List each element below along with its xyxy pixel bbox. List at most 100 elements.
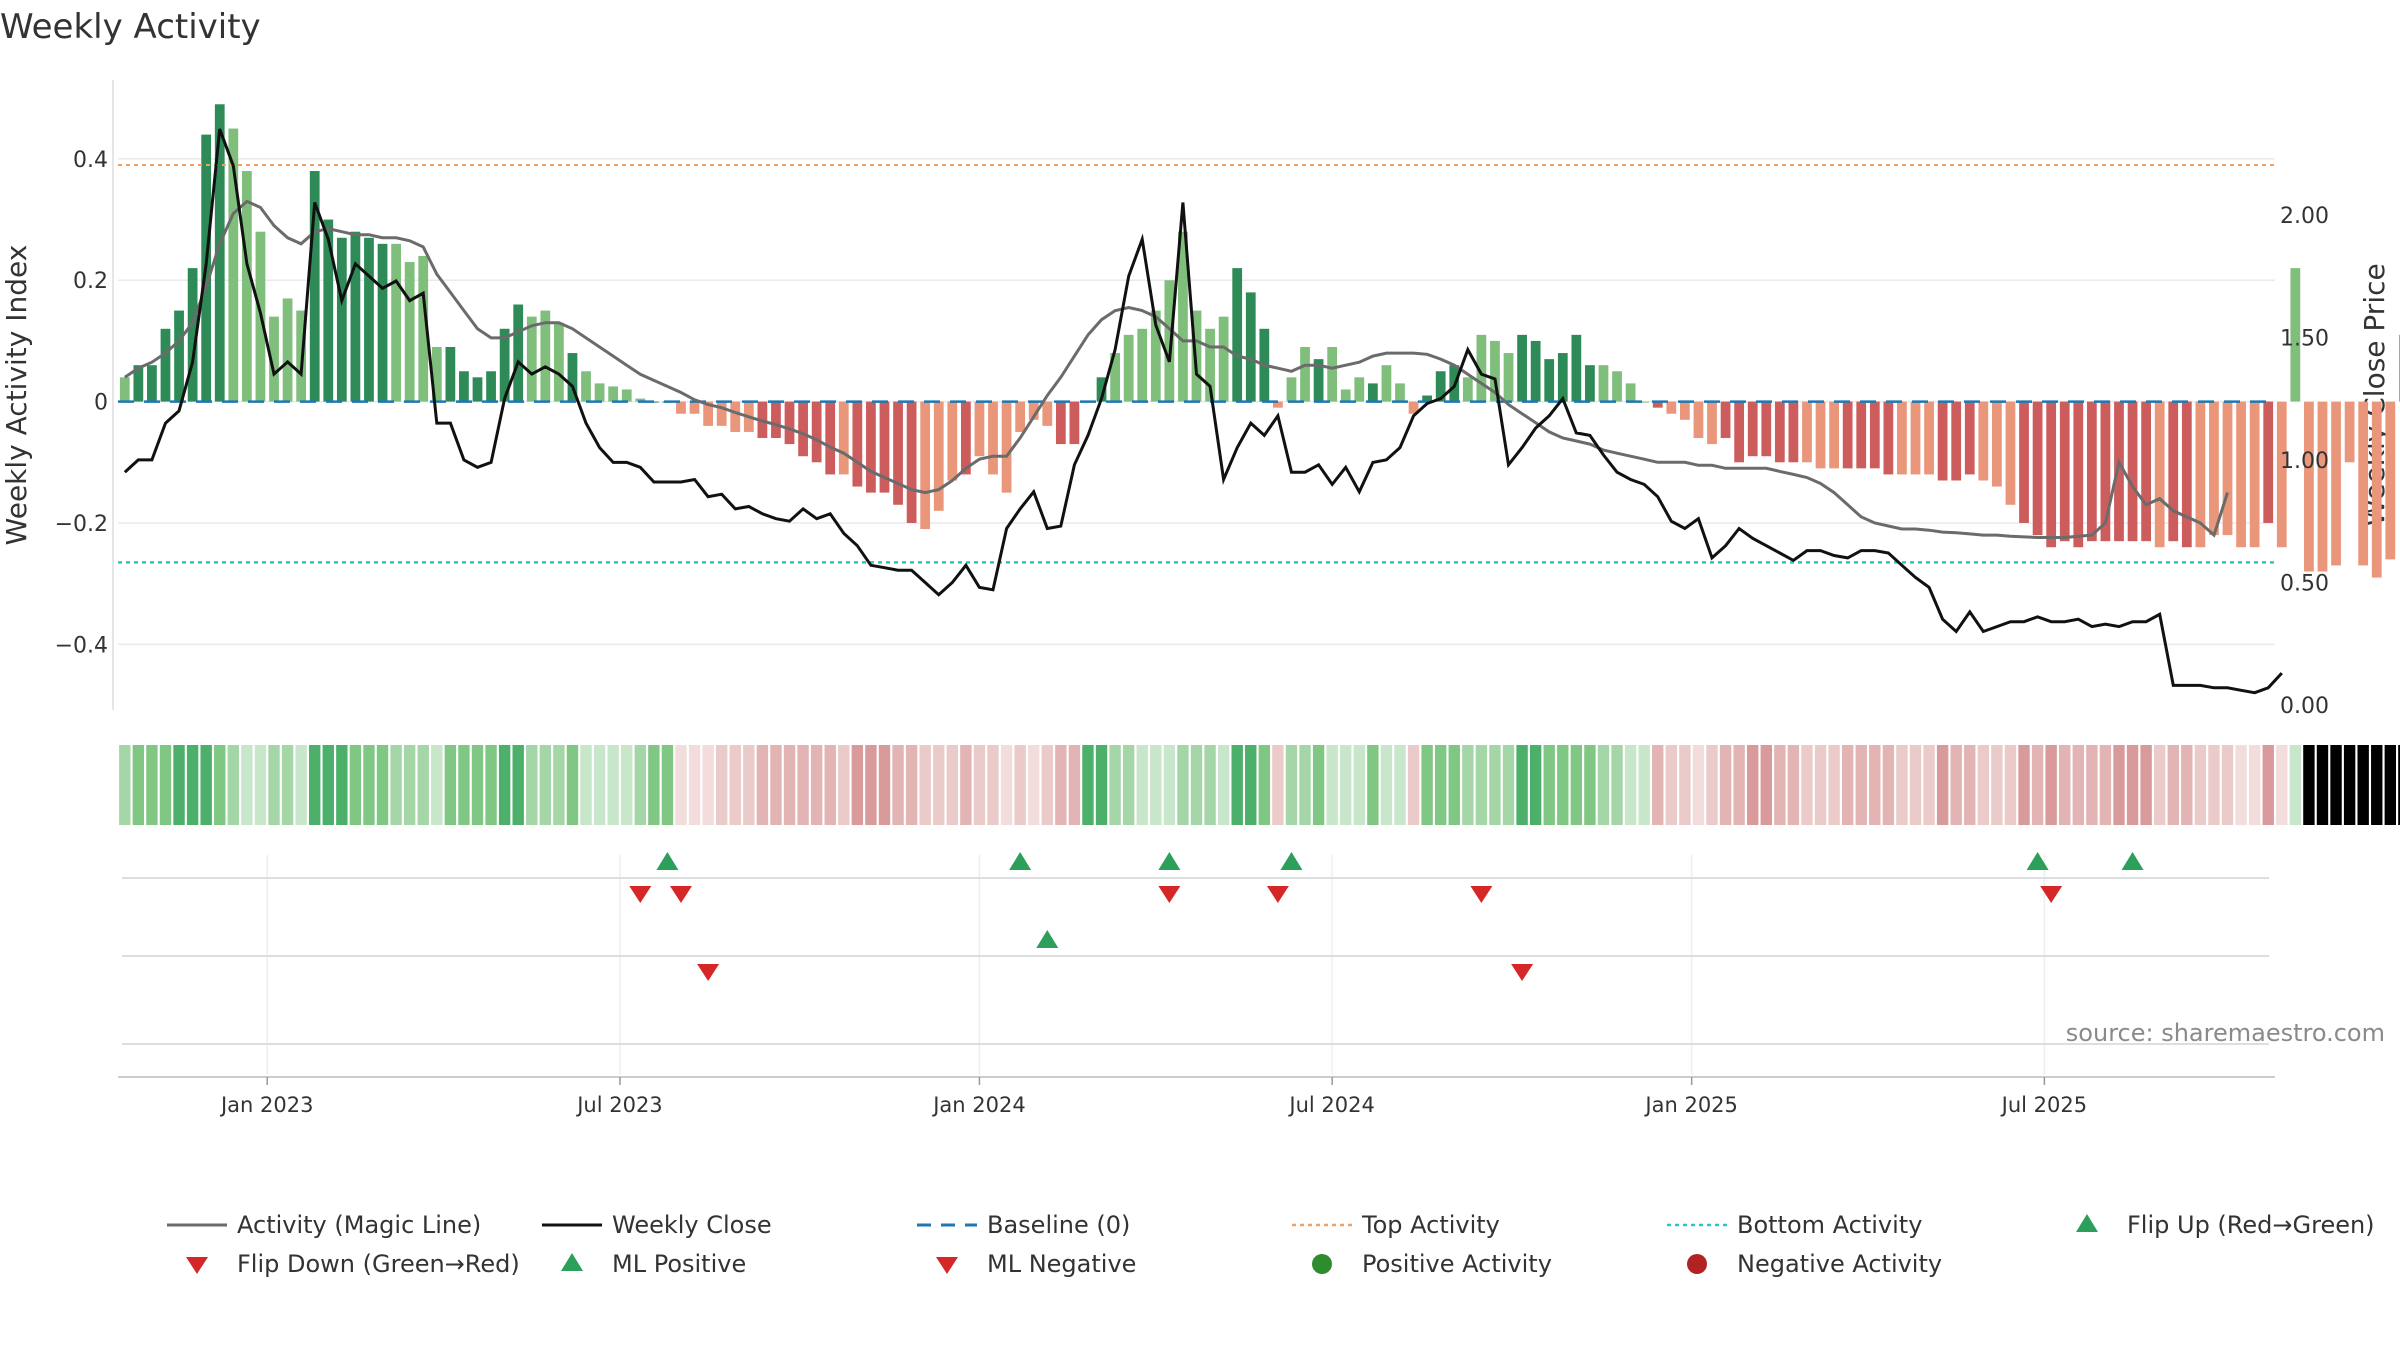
strip-cell: [498, 745, 511, 825]
strip-cell: [607, 745, 619, 825]
strip-cell: [1150, 745, 1162, 825]
x-tick-label: Jan 2023: [219, 1093, 314, 1117]
activity-bar: [1585, 365, 1595, 402]
strip-cell: [1434, 745, 1447, 825]
activity-bar: [1462, 377, 1473, 402]
activity-bar: [2073, 401, 2084, 548]
legend-item: Bottom Activity: [1667, 1211, 1922, 1239]
activity-bar: [404, 262, 415, 402]
activity-bar: [2127, 401, 2138, 542]
activity-bar: [2168, 401, 2179, 542]
activity-bar: [866, 401, 876, 493]
strip-cell: [471, 745, 484, 825]
strip-cell: [227, 745, 240, 825]
activity-bar: [1734, 401, 1745, 463]
strip-cell: [1787, 745, 1800, 825]
activity-bar: [1761, 401, 1772, 457]
activity-bar: [364, 237, 374, 402]
activity-bar: [241, 171, 252, 402]
strip-cell: [2208, 745, 2220, 825]
activity-bar: [323, 219, 334, 402]
activity-bar: [187, 268, 198, 402]
strip-cell: [1719, 745, 1732, 825]
strip-cell: [2153, 745, 2166, 825]
signal-down-marker: [1266, 886, 1289, 903]
strip-cell: [281, 745, 294, 825]
left-axis-label: Weekly Activity Index: [0, 245, 33, 546]
strip-cell: [1950, 745, 1962, 825]
activity-bar: [784, 401, 795, 445]
strip-cell: [1516, 745, 1528, 825]
strip-cell: [810, 745, 823, 825]
x-tick-label: Jul 2025: [2000, 1093, 2087, 1117]
strip-cell: [1340, 745, 1352, 825]
strip-cell: [2262, 745, 2274, 825]
legend-circle-swatch: [1687, 1254, 1707, 1274]
strip-cell: [254, 745, 267, 825]
legend-item: Flip Up (Red→Green): [2076, 1211, 2375, 1239]
strip-cell: [1014, 745, 1026, 825]
strip-cell: [675, 745, 687, 825]
strip-cell: [1760, 745, 1772, 825]
activity-bar: [1055, 401, 1066, 445]
activity-bar: [2304, 401, 2314, 572]
activity-bar: [2154, 401, 2165, 548]
signal-up-marker: [1009, 852, 1032, 870]
signal-down-marker: [697, 964, 720, 981]
activity-bar: [1598, 365, 1609, 402]
strip-cell: [1475, 745, 1488, 825]
activity-bar: [1286, 377, 1297, 402]
activity-bar: [933, 401, 944, 511]
activity-bar: [1964, 401, 1975, 475]
strip-cell: [1624, 745, 1637, 825]
strip-cell: [2303, 745, 2315, 825]
strip-cell: [1000, 745, 1013, 825]
strip-cell: [2045, 745, 2057, 825]
strip-cell: [621, 745, 633, 825]
activity-bar: [1625, 383, 1636, 402]
activity-bar: [2046, 401, 2057, 548]
strip-cell: [2398, 745, 2400, 825]
strip-cell: [1597, 745, 1610, 825]
strip-cell: [593, 745, 606, 825]
strip-cell: [838, 745, 850, 825]
right-tick-label: 1.50: [2280, 326, 2329, 351]
activity-bar: [1693, 401, 1704, 439]
strip-cell: [1353, 745, 1365, 825]
legend-item: Weekly Close: [542, 1211, 772, 1239]
strip-cell: [1964, 745, 1976, 825]
activity-bar: [554, 322, 564, 402]
strip-cell: [987, 745, 999, 825]
right-tick-label: 2.00: [2280, 204, 2329, 229]
activity-bar: [1707, 401, 1717, 445]
strip-cell: [770, 745, 782, 825]
activity-bar: [214, 104, 225, 402]
strip-cell: [1529, 745, 1542, 825]
activity-bar: [1747, 401, 1758, 457]
activity-bar: [513, 304, 524, 402]
activity-bar: [1666, 401, 1677, 414]
signal-down-marker: [2040, 886, 2063, 903]
strip-cell: [1814, 745, 1827, 825]
strip-cell: [336, 745, 348, 825]
strip-cell: [702, 745, 714, 825]
strip-cell: [431, 745, 443, 825]
signal-down-marker: [1470, 886, 1493, 903]
strip-cell: [1923, 745, 1935, 825]
activity-bar: [1354, 377, 1365, 402]
strip-cell: [1272, 745, 1284, 825]
strip-cell: [2113, 745, 2125, 825]
activity-bar: [2222, 401, 2233, 536]
right-tick-label: 0.50: [2280, 571, 2329, 596]
activity-bar: [1042, 401, 1053, 426]
strip-cell: [729, 745, 741, 825]
signal-down-marker: [1158, 886, 1181, 903]
activity-bar: [1110, 353, 1120, 402]
activity-bar: [1924, 401, 1934, 475]
strip-cell: [1258, 745, 1271, 825]
strip-cell: [1285, 745, 1298, 825]
strip-cell: [1109, 745, 1121, 825]
activity-bar: [906, 401, 917, 523]
activity-bar: [1720, 401, 1731, 439]
